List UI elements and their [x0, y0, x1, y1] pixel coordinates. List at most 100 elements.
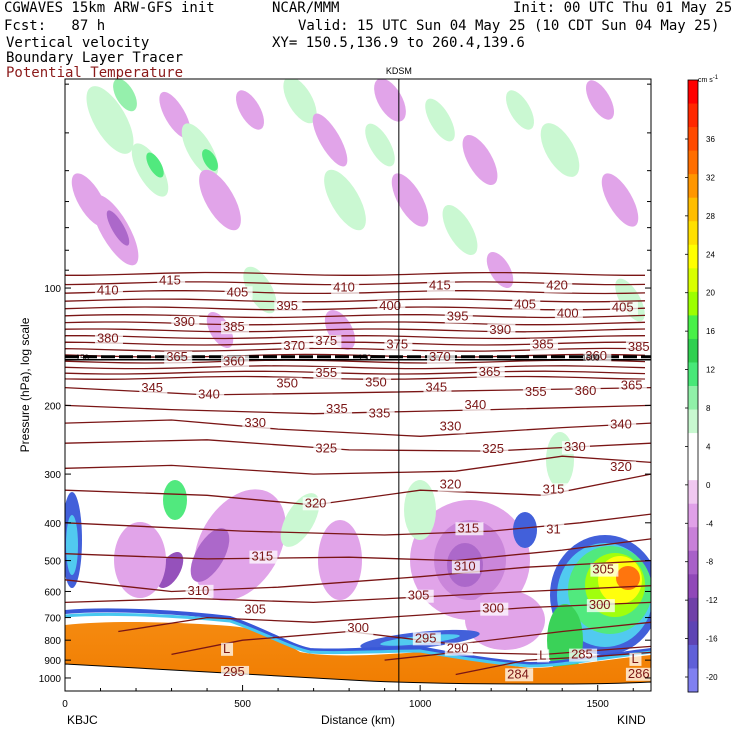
theta-label-bg [455, 522, 484, 536]
theta-label: 315 [543, 481, 565, 496]
theta-label-bg [476, 365, 505, 379]
theta-label: 375 [315, 333, 337, 348]
theta-label-bg [629, 652, 642, 666]
theta-label-bg [363, 376, 392, 390]
y-tick-label: 900 [44, 656, 61, 667]
y-tick-label: 100 [44, 284, 61, 295]
theta-label: 380 [97, 331, 119, 346]
theta-label-bg [249, 550, 278, 564]
theta-label-bg [242, 603, 271, 617]
colorbar: 36 32 28 24 20 16 12 8 4 0 -4 -8 -12 -16 -20 [685, 79, 718, 693]
theta-label: 405 [514, 297, 536, 312]
theta-label-bg [313, 442, 342, 456]
theta-label-bg [345, 621, 374, 635]
theta-label: 340 [198, 387, 220, 402]
colorbar-swatch [688, 244, 698, 269]
y-axis: 100 200 300 400 500 600 700 800 900 1000 [39, 83, 651, 685]
y-tick-label: 400 [44, 519, 61, 530]
colorbar-swatch [688, 621, 698, 646]
colorbar-tick-label: 32 [706, 173, 715, 182]
kdsm-station-label: KDSM [386, 66, 412, 76]
theta-label-bg [196, 388, 225, 402]
isentrope-troposphere [455, 651, 651, 676]
isentrope-stratosphere [65, 370, 646, 375]
theta-label-bg [427, 279, 456, 293]
isentrope-troposphere [65, 439, 651, 452]
theta-label-bg [554, 307, 583, 321]
theta-label-bg [221, 321, 250, 335]
colorbar-tick-label: 0 [706, 481, 711, 490]
theta-label: 400 [379, 298, 401, 313]
theta-label: 400 [557, 305, 579, 320]
theta-label: 385 [532, 337, 554, 352]
isentrope-stratosphere [65, 328, 646, 333]
colorbar-swatch [688, 574, 698, 599]
isentrope-troposphere [384, 645, 651, 661]
theta-label: 345 [425, 379, 447, 394]
theta-label: 405 [227, 284, 249, 299]
theta-label: 405 [612, 300, 634, 315]
isentrope-stratosphere [65, 314, 646, 319]
theta-label: 410 [97, 283, 119, 298]
theta-label: 315 [251, 549, 273, 564]
theta-label: L [631, 651, 638, 666]
theta-label: 320 [305, 495, 327, 510]
theta-label-bg [487, 323, 516, 337]
field-potential-temperature: Potential Temperature [6, 65, 184, 81]
theta-label-bg [164, 351, 193, 365]
field-vertical-velocity: Vertical velocity [6, 35, 150, 51]
theta-label-bg [530, 338, 559, 352]
right-station-label: KIND [617, 713, 646, 727]
isentrope-troposphere [65, 419, 651, 437]
colorbar-frame [687, 79, 699, 693]
theta-label-bg [366, 407, 395, 421]
theta-label: 345 [141, 380, 163, 395]
boundary-layer-edge-cyan [65, 612, 651, 668]
theta-label: 325 [315, 440, 337, 455]
theta-label: 340 [610, 416, 632, 431]
theta-label: 295 [415, 630, 437, 645]
theta-label: 385 [223, 319, 245, 334]
isentrope-troposphere [118, 601, 651, 633]
theta-label: 365 [621, 377, 643, 392]
theta-label: 295 [223, 664, 245, 679]
isentrope-stratosphere [65, 271, 645, 276]
colorbar-unit: cm s-1 [698, 75, 719, 84]
x-tick-label: 0 [62, 699, 68, 710]
theta-label-bg [608, 418, 637, 432]
theta-label: L [223, 641, 230, 656]
theta-label-bg [423, 381, 452, 395]
isentrope-troposphere [65, 386, 651, 396]
colorbar-tick-label: -4 [706, 519, 714, 528]
theta-label: 365 [166, 349, 188, 364]
theta-label: 284 [507, 666, 529, 681]
theta-label-bg [412, 632, 441, 646]
theta-label: 350 [276, 376, 298, 391]
colorbar-swatch [688, 315, 698, 340]
theta-label: 365 [479, 364, 501, 379]
colorbar-swatch [688, 174, 698, 199]
theta-label: 325 [482, 441, 504, 456]
isentrope-stratosphere [65, 365, 646, 370]
theta-label: 355 [525, 384, 547, 399]
theta-label: 395 [276, 298, 298, 313]
valid-time: Valid: 15 UTC Sun 04 May 25 (10 CDT Sun … [298, 18, 720, 34]
theta-label-bg [427, 351, 456, 365]
theta-label: 360 [585, 348, 607, 363]
colorbar-swatch [688, 362, 698, 387]
theta-label: 390 [173, 314, 195, 329]
colorbar-swatch [688, 409, 698, 434]
theta-label: 395 [447, 308, 469, 323]
theta-label-bg [540, 483, 569, 497]
colorbar-swatch [688, 150, 698, 175]
theta-label-bg [331, 281, 360, 295]
theta-label: 335 [326, 401, 348, 416]
theta-label-bg [139, 382, 168, 396]
colorbar-swatch [688, 127, 698, 152]
theta-label-bg [224, 286, 253, 300]
theta-label: 375 [386, 337, 408, 352]
theta-label-bg [171, 315, 200, 329]
y-tick-label: 700 [44, 614, 61, 625]
theta-label: 320 [440, 477, 462, 492]
colorbar-tick-label: -12 [706, 596, 718, 605]
